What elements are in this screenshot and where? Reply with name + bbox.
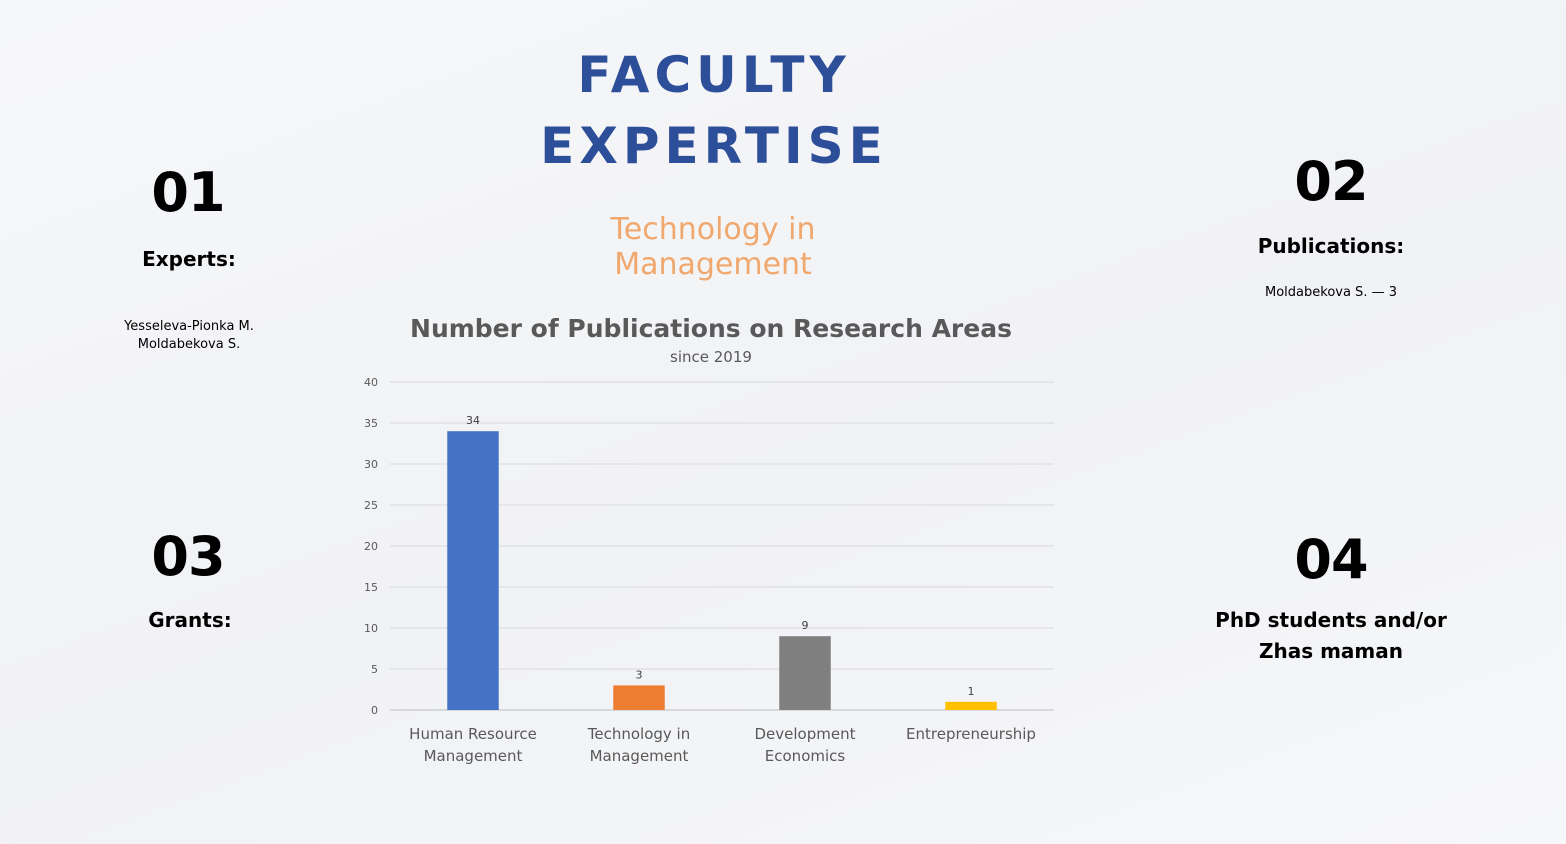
phd-label: PhD students and/or Zhas maman — [1191, 605, 1471, 667]
data-label: 34 — [466, 414, 480, 427]
phd-label-line2: Zhas maman — [1258, 639, 1403, 663]
publications-list: Moldabekova S. — 3 — [1211, 284, 1451, 302]
chart-bars: 34 3 9 1 — [447, 414, 997, 710]
y-tick-label: 30 — [364, 458, 378, 471]
y-tick-label: 35 — [364, 417, 378, 430]
grants-number: 03 — [151, 525, 225, 588]
chart-title: Number of Publications on Research Areas — [410, 314, 1012, 343]
bar — [779, 636, 831, 710]
expert-item: Yesseleva-Pionka M. — [124, 319, 254, 334]
experts-label: Experts: — [142, 247, 236, 271]
grants-label: Grants: — [148, 608, 232, 632]
bar — [613, 685, 665, 710]
x-tick-label: Entrepreneurship — [906, 725, 1036, 743]
publication-item: Moldabekova S. — 3 — [1265, 285, 1397, 300]
y-tick-label: 10 — [364, 622, 378, 635]
x-tick-label: Management — [590, 747, 689, 765]
bar — [447, 431, 499, 710]
phd-number: 04 — [1294, 528, 1368, 591]
data-label: 1 — [968, 685, 975, 698]
experts-number: 01 — [151, 161, 225, 224]
y-tick-label: 20 — [364, 540, 378, 553]
bar — [945, 701, 997, 710]
x-tick-label: Development — [755, 725, 856, 743]
page-title-line1: FACULTY — [577, 46, 851, 104]
x-tick-label: Management — [424, 747, 523, 765]
x-tick-label: Technology in — [587, 725, 690, 743]
y-axis: 0 5 10 15 20 25 30 35 40 — [364, 376, 378, 717]
data-label: 9 — [802, 619, 809, 632]
expert-item: Moldabekova S. — [137, 337, 241, 352]
data-label: 3 — [636, 668, 643, 681]
y-tick-label: 0 — [371, 704, 378, 717]
publications-label: Publications: — [1257, 234, 1405, 258]
bar-chart: Number of Publications on Research Areas… — [364, 314, 1054, 765]
y-tick-label: 25 — [364, 499, 378, 512]
chart-grid — [390, 381, 1054, 711]
page-title-line2: EXPERTISE — [540, 117, 888, 175]
y-tick-label: 15 — [364, 581, 378, 594]
x-tick-label: Human Resource — [409, 725, 537, 743]
page-subtitle: Technology in Management — [610, 212, 816, 282]
y-tick-label: 5 — [371, 663, 378, 676]
experts-list: Yesseleva-Pionka M. Moldabekova S. — [69, 318, 309, 354]
phd-label-line1: PhD students and/or — [1215, 608, 1447, 632]
publications-number: 02 — [1294, 150, 1368, 213]
x-tick-label: Economics — [765, 747, 846, 765]
y-tick-label: 40 — [364, 376, 378, 389]
chart-subtitle: since 2019 — [670, 348, 752, 366]
x-axis: Human Resource Management Technology in Man… — [409, 725, 1036, 765]
